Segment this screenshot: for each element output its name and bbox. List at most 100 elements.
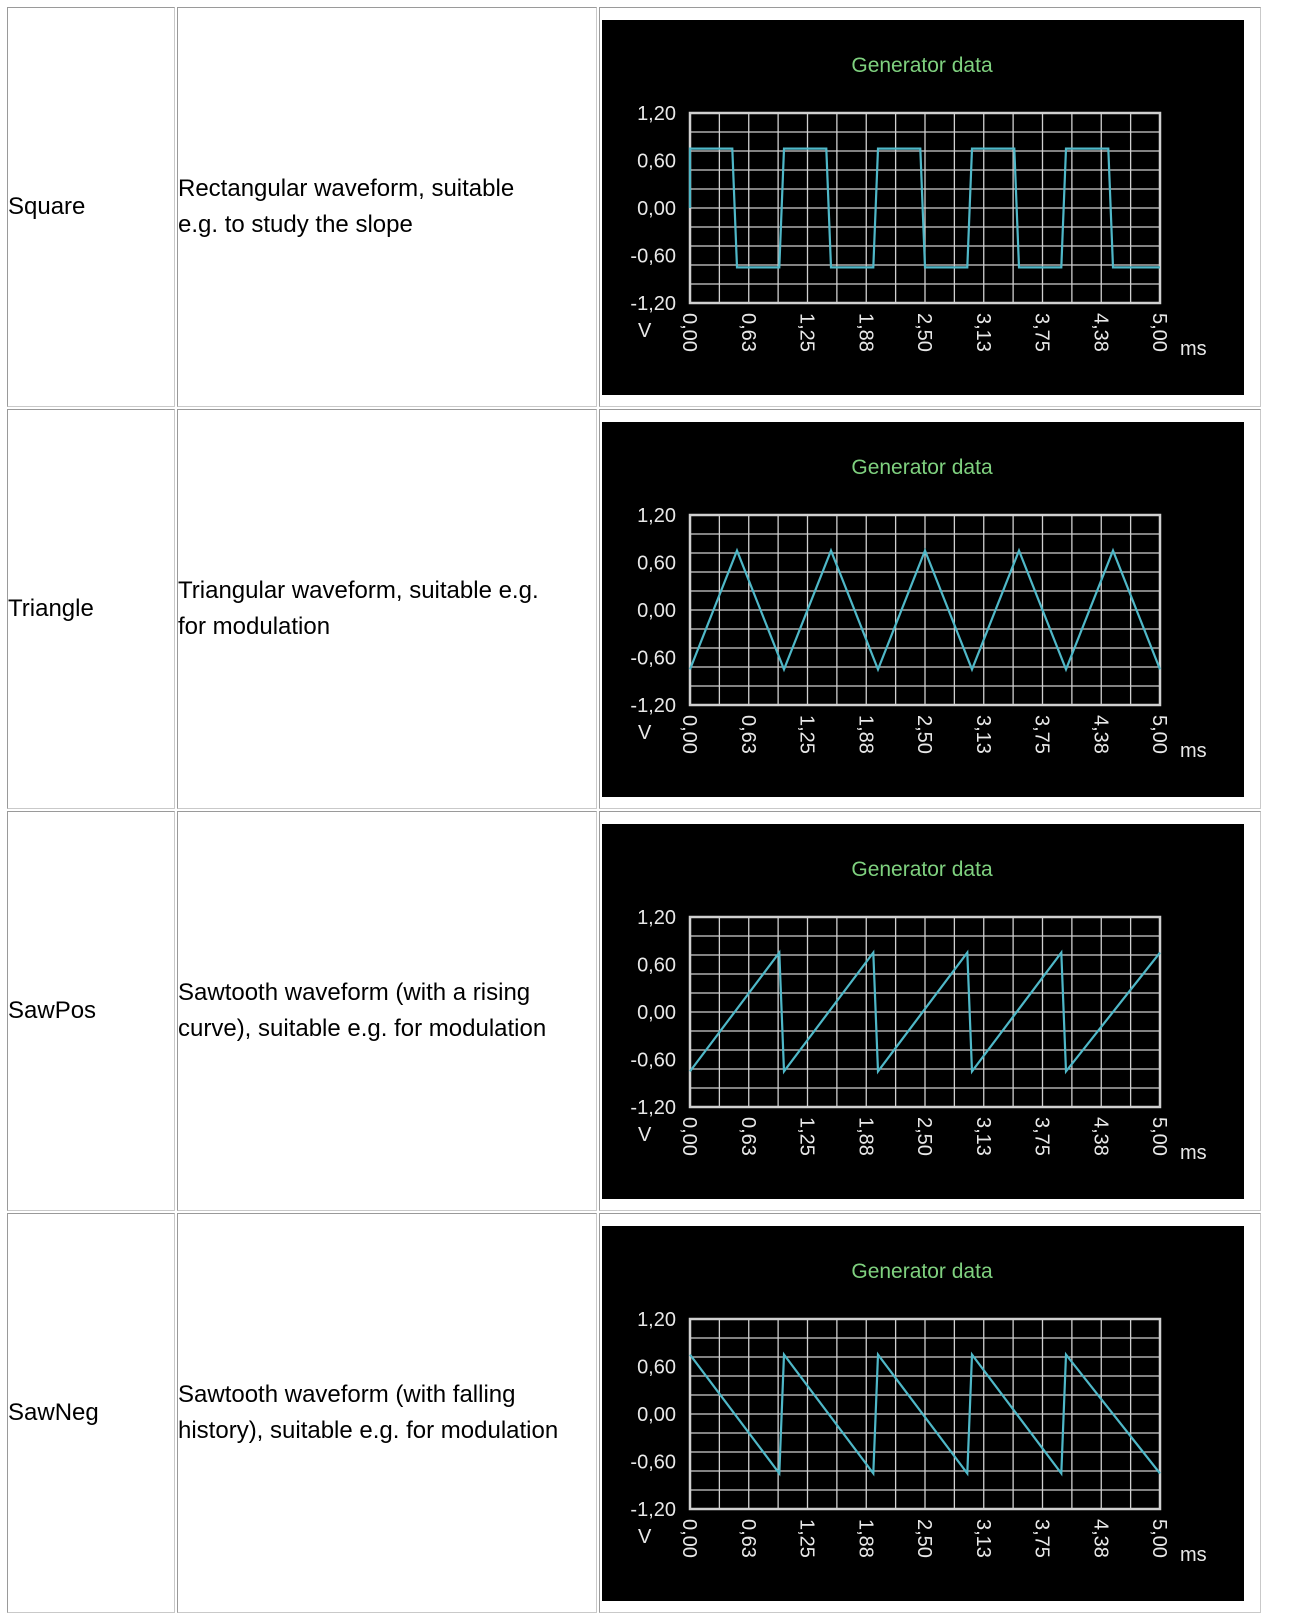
x-tick-label: 2,50 [913, 1117, 935, 1156]
y-tick-label: -0,60 [630, 245, 676, 267]
x-tick-label: 3,75 [1031, 715, 1053, 754]
x-tick-label: 5,00 [1148, 1519, 1170, 1558]
waveform-trace [688, 547, 1162, 672]
chart-title: Generator data [851, 456, 993, 479]
waveform-name: SawNeg [8, 1399, 99, 1426]
x-tick-label: 2,50 [913, 715, 935, 754]
x-tick-label: 1,25 [796, 313, 818, 352]
x-tick-label: 1,25 [796, 715, 818, 754]
y-tick-label: -1,20 [630, 293, 676, 315]
x-tick-label: 1,88 [854, 1519, 876, 1558]
x-tick-label: 2,50 [913, 1519, 935, 1558]
waveform-description-line: Rectangular waveform, suitable [178, 175, 515, 202]
chart-cell: Generator data 1,20 0,60 0,00 -0,60 -1,20 V 0,0… [599, 7, 1261, 407]
y-tick-label: 0,00 [637, 198, 676, 220]
x-tick-label: 4,38 [1089, 1519, 1111, 1558]
x-tick-label: 1,88 [854, 313, 876, 352]
x-axis-unit: ms [1180, 740, 1207, 762]
generator-chart: Generator data 1,20 0,60 0,00 -0,60 -1,20 V 0,0… [602, 1225, 1244, 1601]
chart-grid [690, 112, 1160, 303]
y-axis-unit: V [638, 320, 652, 342]
y-tick-label: 0,00 [637, 1002, 676, 1024]
x-tick-label: 1,88 [854, 1117, 876, 1156]
y-tick-label: 0,60 [637, 150, 676, 172]
waveform-table: Square Rectangular waveform, suitable e.… [5, 5, 1263, 1615]
x-tick-label: 4,38 [1089, 313, 1111, 352]
x-tick-label: 3,75 [1031, 1519, 1053, 1558]
plot-frame [688, 915, 1162, 1108]
x-axis-unit: ms [1180, 1544, 1207, 1566]
waveform-description-line: Triangular waveform, suitable e.g. [178, 577, 539, 604]
y-tick-label: 0,00 [637, 1404, 676, 1426]
chart-cell: Generator data 1,20 0,60 0,00 -0,60 -1,20 V 0,0… [599, 409, 1261, 809]
generator-chart: Generator data 1,20 0,60 0,00 -0,60 -1,20 V 0,0… [602, 19, 1244, 395]
chart-grid [690, 916, 1160, 1107]
table-row: Triangle Triangular waveform, suitable e… [7, 409, 1261, 809]
x-tick-label: 3,13 [972, 1117, 994, 1156]
x-tick-label: 3,13 [972, 313, 994, 352]
y-tick-label: 0,60 [637, 1356, 676, 1378]
waveform-name-cell: Square [7, 7, 175, 407]
x-tick-label: 4,38 [1089, 1117, 1111, 1156]
waveform-name: SawPos [8, 997, 97, 1024]
generator-chart-svg: Generator data 1,20 0,60 0,00 -0,60 -1,20 V 0,0… [630, 858, 1207, 1164]
x-tick-label: 3,75 [1031, 1117, 1053, 1156]
y-tick-label: -0,60 [630, 647, 676, 669]
chart-title: Generator data [851, 54, 993, 77]
plot-frame [688, 1317, 1162, 1510]
chart-grid [690, 1318, 1160, 1509]
x-tick-label: 3,13 [972, 1519, 994, 1558]
y-tick-label: 1,20 [637, 1309, 676, 1331]
waveform-description-line: Sawtooth waveform (with a rising [178, 979, 531, 1006]
waveform-name-cell: SawPos [7, 811, 175, 1211]
waveform-description-cell: Rectangular waveform, suitable e.g. to s… [177, 7, 597, 407]
y-tick-label: 1,20 [637, 907, 676, 929]
y-tick-label: -1,20 [630, 1097, 676, 1119]
y-axis-unit: V [638, 1526, 652, 1548]
generator-chart-svg: Generator data 1,20 0,60 0,00 -0,60 -1,20 V 0,0… [630, 1260, 1207, 1566]
waveform-trace [689, 1350, 1161, 1477]
x-axis-unit: ms [1180, 1142, 1207, 1164]
y-axis-unit: V [638, 722, 652, 744]
x-tick-label: 0,00 [678, 1519, 700, 1558]
waveform-description-cell: Sawtooth waveform (with falling history)… [177, 1213, 597, 1613]
generator-chart-svg: Generator data 1,20 0,60 0,00 -0,60 -1,20 V 0,0… [630, 54, 1207, 360]
x-tick-label: 5,00 [1148, 313, 1170, 352]
waveform-description-line: for modulation [178, 613, 331, 640]
x-tick-label: 1,25 [796, 1117, 818, 1156]
x-tick-label: 0,63 [737, 313, 759, 352]
generator-chart: Generator data 1,20 0,60 0,00 -0,60 -1,20 V 0,0… [602, 421, 1244, 797]
chart-cell: Generator data 1,20 0,60 0,00 -0,60 -1,20 V 0,0… [599, 811, 1261, 1211]
chart-cell: Generator data 1,20 0,60 0,00 -0,60 -1,20 V 0,0… [599, 1213, 1261, 1613]
waveform-description-cell: Sawtooth waveform (with a rising curve),… [177, 811, 597, 1211]
x-tick-label: 5,00 [1148, 715, 1170, 754]
waveform-description-line: e.g. to study the slope [178, 211, 413, 238]
generator-chart-svg: Generator data 1,20 0,60 0,00 -0,60 -1,20 V 0,0… [630, 456, 1207, 762]
x-tick-label: 2,50 [913, 313, 935, 352]
waveform-description-line: Sawtooth waveform (with falling [178, 1381, 516, 1408]
x-tick-label: 4,38 [1089, 715, 1111, 754]
x-tick-label: 0,63 [737, 715, 759, 754]
waveform-name: Square [8, 193, 86, 220]
table-row: SawPos Sawtooth waveform (with a rising … [7, 811, 1261, 1211]
x-tick-label: 1,25 [796, 1519, 818, 1558]
generator-chart: Generator data 1,20 0,60 0,00 -0,60 -1,20 V 0,0… [602, 823, 1244, 1199]
x-axis-unit: ms [1180, 338, 1207, 360]
x-tick-label: 3,13 [972, 715, 994, 754]
x-tick-label: 3,75 [1031, 313, 1053, 352]
chart-title: Generator data [851, 1260, 993, 1283]
y-tick-label: 1,20 [637, 103, 676, 125]
chart-title: Generator data [851, 858, 993, 881]
waveform-trace [689, 948, 1161, 1075]
x-tick-label: 0,00 [678, 715, 700, 754]
y-tick-label: -0,60 [630, 1451, 676, 1473]
waveform-name-cell: Triangle [7, 409, 175, 809]
y-tick-label: 0,00 [637, 600, 676, 622]
x-tick-label: 5,00 [1148, 1117, 1170, 1156]
waveform-name-cell: SawNeg [7, 1213, 175, 1613]
plot-frame [688, 513, 1162, 706]
y-tick-label: -0,60 [630, 1049, 676, 1071]
waveform-trace [688, 147, 1160, 268]
y-tick-label: 0,60 [637, 552, 676, 574]
y-tick-label: -1,20 [630, 1499, 676, 1521]
